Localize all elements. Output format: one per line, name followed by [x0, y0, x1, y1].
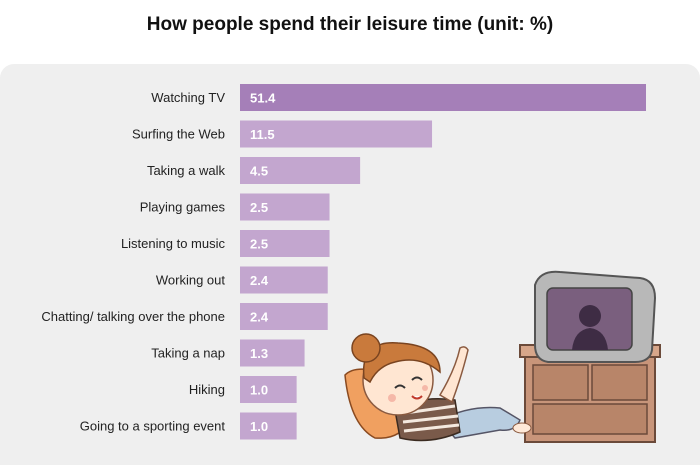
value-label-taking-a-walk: 4.5 [250, 164, 268, 179]
bar-taking-a-nap [240, 339, 305, 367]
category-label-chatting-talking-over-the-phone: Chatting/ talking over the phone [41, 309, 225, 324]
bar-working-out [240, 266, 328, 294]
value-label-taking-a-nap: 1.3 [250, 346, 268, 361]
category-label-working-out: Working out [156, 273, 226, 288]
girl-lying-watching-tv-illustration [344, 270, 661, 443]
category-label-hiking: Hiking [189, 382, 225, 397]
value-label-watching-tv: 51.4 [250, 91, 276, 106]
bar-going-to-a-sporting-event [240, 412, 297, 440]
category-label-taking-a-nap: Taking a nap [151, 346, 225, 361]
category-label-taking-a-walk: Taking a walk [147, 163, 226, 178]
value-label-going-to-a-sporting-event: 1.0 [250, 419, 268, 434]
category-label-going-to-a-sporting-event: Going to a sporting event [80, 419, 226, 434]
bar-listening-to-music [240, 230, 330, 257]
bar-watching-tv [240, 84, 646, 111]
value-label-hiking: 1.0 [250, 383, 268, 398]
bar-hiking [240, 376, 297, 403]
value-label-listening-to-music: 2.5 [250, 237, 268, 252]
bars-group: Watching TV 51.4 Surfing the Web 11.5 Taking… [41, 84, 646, 440]
chart-title: How people spend their leisure time (uni… [146, 14, 554, 35]
category-label-surfing-the-web: Surfing the Web [132, 127, 225, 142]
category-label-playing-games: Playing games [140, 200, 226, 215]
bar-playing-games [240, 193, 330, 221]
value-label-playing-games: 2.5 [250, 200, 268, 215]
category-label-listening-to-music: Listening to music [121, 236, 226, 251]
category-label-watching-tv: Watching TV [151, 90, 225, 105]
value-label-working-out: 2.4 [250, 273, 269, 288]
value-label-chatting-talking-over-the-phone: 2.4 [250, 310, 269, 325]
bar-taking-a-walk [240, 157, 361, 184]
bar-surfing-the-web [240, 120, 433, 148]
bar-chatting-talking-over-the-phone [240, 303, 328, 330]
value-label-surfing-the-web: 11.5 [250, 127, 275, 142]
